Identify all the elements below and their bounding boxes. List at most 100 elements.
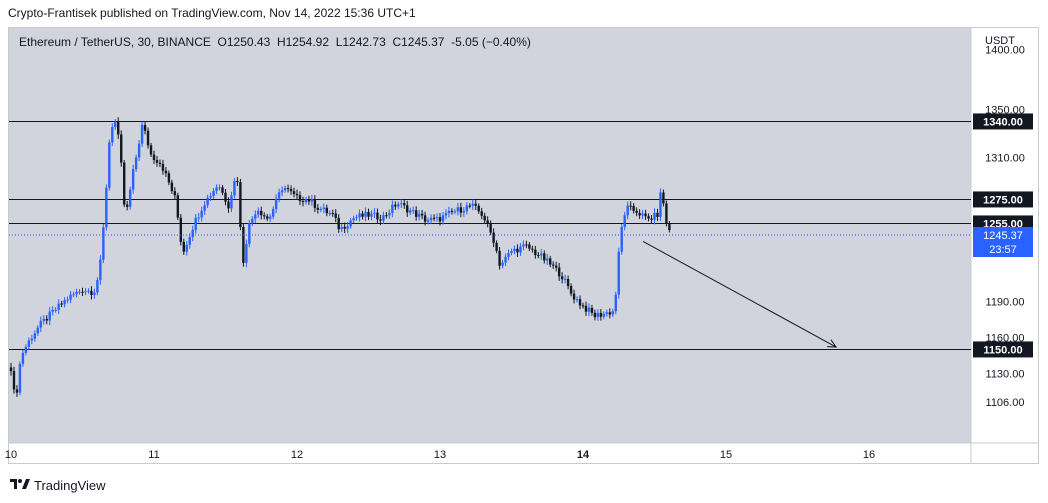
candle-body-182 [552,264,555,266]
candle-body-186 [563,278,567,280]
candle-body-206 [623,215,626,227]
candle-body-216 [653,212,656,220]
candle-body-104 [319,209,323,211]
candle-countdown-label: 23:57 [989,244,1017,256]
candle-body-189 [572,293,576,300]
candle-body-187 [566,278,570,287]
candle-body-82 [254,214,257,219]
candle-body-126 [385,215,388,217]
candle-body-79 [245,243,248,263]
legend-symbol[interactable]: Ethereum / TetherUS, 30, BINANCE [19,35,211,49]
footer: TradingView [10,478,106,493]
candle-body-92 [283,188,287,191]
candle-body-81 [251,218,254,224]
tradingview-logo-icon[interactable] [10,478,30,493]
candle-body-48 [152,154,156,161]
candle-body-30 [99,259,102,281]
candle-body-84 [260,210,263,216]
candle-body-134 [409,210,412,213]
candle-body-86 [266,216,269,219]
time-tick-label-4: 14 [577,449,590,461]
candle-body-107 [328,213,331,215]
candle-body-181 [549,258,552,265]
candle-body-119 [364,211,367,217]
candle-body-174 [528,244,531,249]
candle-body-165 [501,262,504,266]
candle-body-219 [662,192,665,204]
candle-body-2 [15,389,19,393]
candle-body-15 [54,309,57,311]
candle-body-94 [289,189,293,192]
level-label-box-1 [973,191,1033,208]
candle-body-124 [379,219,382,221]
candle-body-13 [48,311,51,321]
level-label-box-3 [973,341,1033,358]
price-tick-label-0: 1400.00 [985,44,1025,56]
time-tick-label-1: 11 [148,449,159,461]
candle-body-192 [581,305,585,307]
candle-body-70 [218,187,221,189]
candle-body-51 [161,163,165,171]
candle-body-149 [453,211,457,213]
candle-body-44 [140,124,144,144]
candle-body-71 [221,187,224,193]
chart-legend: Ethereum / TetherUS, 30, BINANCE O1250.4… [19,35,531,49]
candle-body-62 [194,217,197,230]
candle-body-83 [257,210,260,215]
candle-body-18 [63,300,66,305]
level-label-0: 1340.00 [983,116,1023,128]
candle-body-90 [277,192,281,199]
candle-body-14 [51,309,54,312]
candle-body-121 [370,213,373,217]
candle-body-38 [123,162,126,205]
candle-body-78 [242,227,245,263]
last-price-label-box [973,227,1033,257]
time-tick-label-3: 13 [434,449,446,461]
candle-body-170 [516,248,519,253]
candle-body-140 [426,220,430,222]
candle-body-194 [587,307,591,312]
candle-body-201 [608,312,612,315]
candle-body-128 [391,204,394,213]
candle-body-221 [668,223,671,231]
candle-body-142 [432,217,436,219]
candle-body-103 [316,207,320,210]
currency-label: USDT [985,35,1015,47]
candle-body-95 [292,191,296,194]
candle-body-7 [30,338,34,341]
candle-body-137 [417,213,421,217]
candle-body-40 [128,189,132,207]
footer-brand[interactable]: TradingView [34,478,106,493]
candle-body-46 [146,130,150,146]
candle-body-118 [361,213,364,217]
candle-body-141 [429,217,433,221]
candle-body-217 [656,212,659,218]
candle-body-200 [605,312,609,314]
price-tick-label-2: 1310.00 [985,152,1025,164]
candle-body-164 [498,250,501,266]
candle-body-52 [164,170,168,174]
candle-body-37 [120,134,123,163]
candle-body-108 [331,213,334,215]
candle-body-151 [459,207,463,213]
candle-body-47 [149,145,153,155]
level-label-1: 1275.00 [983,194,1023,206]
candle-body-60 [188,237,191,245]
candle-body-191 [578,299,582,306]
candle-body-24 [81,291,84,293]
publisher-line: Crypto-Frantisek published on TradingVie… [8,6,416,20]
candle-body-146 [444,213,448,216]
candle-body-39 [125,204,129,207]
candle-body-204 [617,251,620,295]
level-label-3: 1150.00 [983,344,1022,356]
candle-body-31 [102,227,105,260]
candle-body-1 [12,371,16,390]
candle-body-166 [504,256,507,263]
candle-body-68 [212,191,215,197]
candle-body-214 [647,216,650,219]
projection-arrow-line[interactable] [642,241,837,348]
candle-body-57 [179,217,183,242]
candle-body-127 [388,212,391,216]
candle-body-198 [599,312,603,317]
